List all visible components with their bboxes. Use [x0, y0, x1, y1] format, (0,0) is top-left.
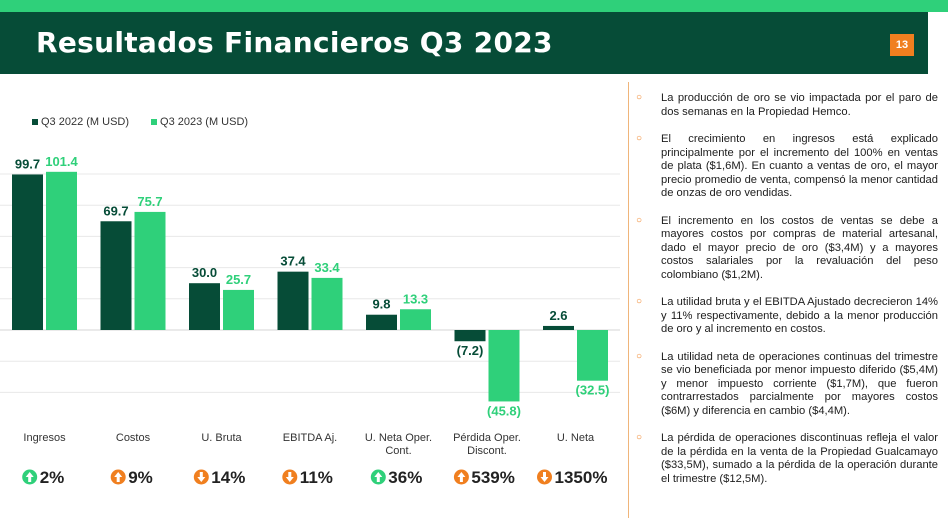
- bullet-text: La pérdida de operaciones discontinuas r…: [661, 432, 938, 485]
- slide-header: Resultados Financieros Q3 2023: [0, 12, 928, 74]
- commentary-bullet: ○ La utilidad bruta y el EBITDA Ajustado …: [636, 296, 938, 337]
- data-label: 101.4: [45, 154, 78, 169]
- bar-q3-2022: [543, 325, 574, 330]
- commentary-bullet: ○ La utilidad neta de operaciones continu…: [636, 351, 938, 419]
- legend-item-q3-2023: Q3 2023 (M USD): [151, 116, 248, 128]
- legend-label-q3-2023: Q3 2023 (M USD): [160, 116, 249, 128]
- arrow-glyph: [540, 472, 549, 482]
- chart-legend: Q3 2022 (M USD) Q3 2023 (M USD): [32, 116, 248, 128]
- bar-q3-2023: [488, 330, 520, 402]
- category-label: U. Neta Oper. Cont.: [365, 432, 432, 457]
- category-label: Costos: [116, 432, 151, 444]
- category-label: U. Neta: [557, 432, 595, 444]
- bar-chart: 99.7 101.4 Ingresos 2% 69.7 75.7 Costos 9% 30.0 2…: [0, 154, 620, 487]
- legend-label-q3-2022: Q3 2022 (M USD): [41, 116, 130, 128]
- commentary-bullet: ○ La producción de oro se vio impactada p…: [636, 92, 938, 119]
- data-label: 25.7: [226, 272, 251, 287]
- page-number-badge: 13: [890, 34, 914, 56]
- bullet-circle-icon: ○: [636, 92, 643, 103]
- bullet-circle-icon: ○: [636, 432, 643, 443]
- change-percent: 1350%: [555, 468, 608, 487]
- bullet-text: El incremento en los costos de ventas se…: [661, 214, 938, 281]
- legend-item-q3-2022: Q3 2022 (M USD): [32, 116, 129, 128]
- data-label: 75.7: [137, 194, 162, 209]
- vertical-divider: [628, 82, 629, 518]
- bar-q3-2023: [400, 309, 431, 330]
- arrow-glyph: [285, 472, 294, 482]
- data-label: 37.4: [280, 254, 306, 269]
- change-percent: 539%: [471, 468, 514, 487]
- change-percent: 2%: [40, 468, 65, 487]
- data-label: 13.3: [403, 291, 428, 306]
- category-label: EBITDA Aj.: [283, 432, 337, 444]
- commentary-bullet: ○ El incremento en los costos de ventas s…: [636, 215, 938, 283]
- bar-q3-2023: [134, 211, 166, 330]
- bar-q3-2023: [577, 330, 608, 381]
- arrow-glyph: [25, 472, 34, 482]
- data-label: (7.2): [457, 343, 484, 358]
- slide-title: Resultados Financieros Q3 2023: [36, 26, 553, 59]
- data-label: 99.7: [15, 156, 40, 171]
- bar-q3-2022: [189, 283, 220, 330]
- arrow-glyph: [374, 472, 383, 482]
- bar-q3-2023: [311, 277, 343, 330]
- category-label: Ingresos: [23, 432, 66, 444]
- data-label: 69.7: [103, 203, 128, 218]
- commentary-list: ○ La producción de oro se vio impactada p…: [636, 92, 938, 500]
- arrow-glyph: [457, 472, 466, 482]
- bar-q3-2022: [366, 314, 397, 330]
- bar-q3-2023: [46, 171, 77, 330]
- bullet-circle-icon: ○: [636, 214, 643, 226]
- category-label: U. Bruta: [201, 432, 242, 444]
- legend-swatch-q3-2022: [32, 119, 38, 125]
- bullet-circle-icon: ○: [636, 350, 643, 362]
- data-label: 30.0: [192, 265, 217, 280]
- data-label: 33.4: [314, 260, 340, 275]
- bullet-text: La utilidad bruta y el EBITDA Ajustado d…: [661, 296, 938, 335]
- bar-q3-2022: [12, 174, 43, 330]
- change-percent: 11%: [300, 468, 333, 487]
- data-label: 9.8: [372, 297, 390, 312]
- bullet-text: La utilidad neta de operaciones continua…: [661, 350, 938, 417]
- bullet-circle-icon: ○: [636, 133, 643, 144]
- change-percent: 9%: [128, 468, 153, 487]
- change-percent: 36%: [388, 468, 422, 487]
- data-label: 2.6: [549, 308, 567, 323]
- bullet-text: La producción de oro se vio impactada po…: [661, 92, 938, 118]
- bar-q3-2022: [454, 330, 486, 342]
- data-label: (45.8): [487, 403, 521, 418]
- bullet-text: El crecimiento en ingresos está explicad…: [661, 133, 938, 199]
- bar-q3-2023: [223, 289, 254, 330]
- bullet-circle-icon: ○: [636, 296, 643, 307]
- bar-q3-2022: [100, 221, 132, 330]
- arrow-glyph: [197, 472, 206, 482]
- top-accent-stripe: [0, 0, 948, 12]
- commentary-bullet: ○ La pérdida de operaciones discontinuas …: [636, 432, 938, 486]
- change-percent: 14%: [211, 468, 245, 487]
- legend-swatch-q3-2023: [151, 119, 158, 125]
- bar-q3-2022: [277, 271, 309, 330]
- commentary-bullet: ○ El crecimiento en ingresos está explica…: [636, 133, 938, 201]
- arrow-glyph: [114, 472, 123, 482]
- data-label: (32.5): [576, 383, 610, 398]
- category-label: Pérdida Oper. Discont.: [453, 432, 521, 457]
